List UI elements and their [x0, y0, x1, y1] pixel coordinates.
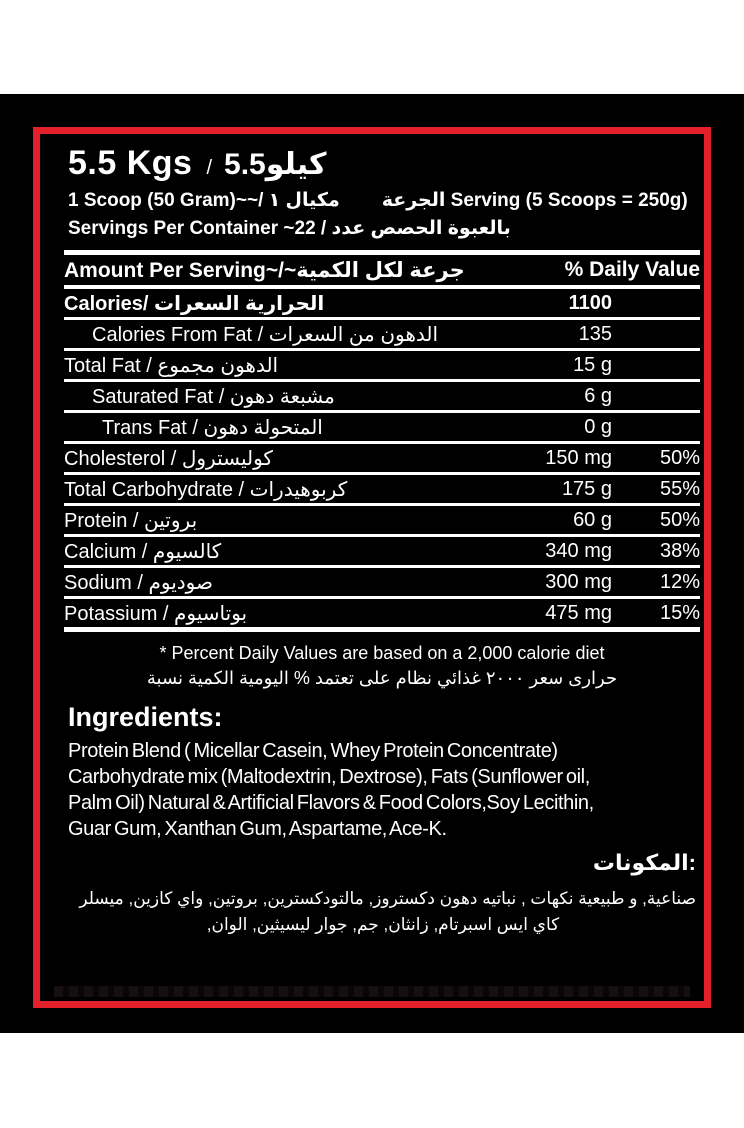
table-rule [64, 472, 700, 475]
table-top-rule [64, 250, 700, 255]
ghost-text-strip [54, 986, 690, 997]
label-panel: 5.5 Kgs / 5.5كيلو 1 Scoop (50 Gram)~~/ م… [0, 94, 744, 1033]
table-rule [64, 410, 700, 413]
label-content: 5.5 Kgs / 5.5كيلو 1 Scoop (50 Gram)~~/ م… [40, 134, 704, 1001]
row-label: Saturated Fat / مشبعة دهون [92, 385, 335, 408]
table-rule [64, 503, 700, 506]
table-bottom-rule [64, 627, 700, 632]
row-label: Cholesterol / كوليسترول [64, 447, 273, 470]
table-row-calories-from-fat: Calories From Fat / الدهون من السعرات 13… [64, 320, 700, 348]
ingredients-line-2: Carbohydrate mix (Maltodextrin, Dextrose… [68, 766, 590, 788]
row-value: 15 g [573, 353, 612, 376]
table-row-protein: Protein / بروتين 60 g 50% [64, 506, 700, 534]
table-rule [64, 317, 700, 320]
ingredients-text-ar-line1: صناعية, و طبيعية نكهات , نباتيه دهون دكس… [79, 889, 696, 908]
row-label: Calories/ الحرارية السعرات [64, 292, 325, 315]
size-slash: / [206, 157, 213, 179]
row-value: 175 g [561, 477, 612, 500]
table-row-sodium: Sodium / صوديوم 300 mg 12% [64, 568, 700, 596]
row-pct: 15% [659, 601, 700, 624]
row-value: 475 mg [545, 601, 612, 624]
row-value: 150 mg [545, 446, 612, 469]
table-rule [64, 565, 700, 568]
row-label: Trans Fat / المتحولة دهون [102, 416, 323, 439]
table-row-total-carbohydrate: Total Carbohydrate / كربوهيدرات 175 g 55… [64, 475, 700, 503]
row-pct: 50% [659, 446, 700, 469]
table-rule [64, 379, 700, 382]
product-size-line: 5.5 Kgs / 5.5كيلو [68, 144, 698, 188]
table-row-potassium: Potassium / بوتاسيوم 475 mg 15% [64, 599, 700, 627]
ingredients-heading-ar: :المكونات [592, 850, 696, 875]
row-value: 300 mg [545, 570, 612, 593]
table-rule [64, 348, 700, 351]
row-pct: 55% [659, 477, 700, 500]
table-row-total-fat: Total Fat / الدهون مجموع 15 g [64, 351, 700, 379]
row-value: 135 [578, 322, 612, 345]
row-pct: 50% [659, 508, 700, 531]
row-value: 1100 [568, 291, 612, 314]
ingredients-line-1: Protein Blend ( Micellar Casein, Whey Pr… [68, 740, 558, 762]
ingredients-line-3: Palm Oil) Natural & Artificial Flavors &… [68, 792, 594, 814]
servings-per-container: Servings Per Container ~22 / بالعبوة الح… [68, 218, 511, 239]
product-size-ar: 5.5كيلو [224, 148, 327, 181]
row-value: 60 g [573, 508, 612, 531]
ingredients-text-en: Protein Blend ( Micellar Casein, Whey Pr… [68, 738, 698, 842]
product-size-en: 5.5 Kgs [68, 144, 193, 182]
table-rule [64, 441, 700, 444]
serving-size-line: 1 Scoop (50 Gram)~~/ مكيال ١ الجرعة Serv… [68, 188, 698, 216]
daily-value-footnote-ar: حرارى سعر ٢٠٠٠ غذائي نظام على تعتمد % ال… [146, 668, 618, 688]
row-label: Total Carbohydrate / كربوهيدرات [64, 478, 348, 501]
row-label: Total Fat / الدهون مجموع [64, 354, 279, 377]
row-label: Calcium / كالسيوم [64, 540, 222, 563]
scoop-size-text: 1 Scoop (50 Gram)~~/ مكيال ١ [68, 190, 340, 211]
row-label: Sodium / صوديوم [64, 571, 213, 594]
row-pct: 38% [659, 539, 700, 562]
ingredients-text-ar-line2: كاي ايس اسبرتام, زانثان, جم, جوار ليسيثي… [206, 915, 560, 934]
daily-value-header: % Daily Value [564, 258, 700, 281]
row-value: 340 mg [545, 539, 612, 562]
nutrition-table: Amount Per Serving~/~جرعة لكل الكمية % D… [64, 250, 700, 632]
amount-per-serving-header: Amount Per Serving~/~جرعة لكل الكمية [64, 258, 465, 282]
serving-size-text: الجرعة Serving (5 Scoops = 250g) [381, 190, 688, 211]
table-rule [64, 596, 700, 599]
table-header: Amount Per Serving~/~جرعة لكل الكمية % D… [64, 255, 700, 285]
table-rule [64, 285, 700, 289]
row-label: Calories From Fat / الدهون من السعرات [92, 323, 439, 346]
table-row-trans-fat: Trans Fat / المتحولة دهون 0 g [64, 413, 700, 441]
daily-value-footnote-en: * Percent Daily Values are based on a 2,… [159, 643, 605, 663]
row-label: Potassium / بوتاسيوم [64, 602, 248, 625]
ingredients-heading-en: Ingredients: [68, 702, 223, 732]
table-row-calories: Calories/ الحرارية السعرات 1100 [64, 289, 700, 317]
ingredients-line-4: Guar Gum, Xanthan Gum, Aspartame, Ace-K. [68, 818, 447, 840]
row-value: 0 g [584, 415, 612, 438]
table-row-cholesterol: Cholesterol / كوليسترول 150 mg 50% [64, 444, 700, 472]
row-value: 6 g [584, 384, 612, 407]
label-frame: 5.5 Kgs / 5.5كيلو 1 Scoop (50 Gram)~~/ م… [33, 127, 711, 1008]
row-pct: 12% [659, 570, 700, 593]
table-rule [64, 534, 700, 537]
row-label: Protein / بروتين [64, 509, 198, 532]
table-row-calcium: Calcium / كالسيوم 340 mg 38% [64, 537, 700, 565]
table-row-saturated-fat: Saturated Fat / مشبعة دهون 6 g [64, 382, 700, 410]
